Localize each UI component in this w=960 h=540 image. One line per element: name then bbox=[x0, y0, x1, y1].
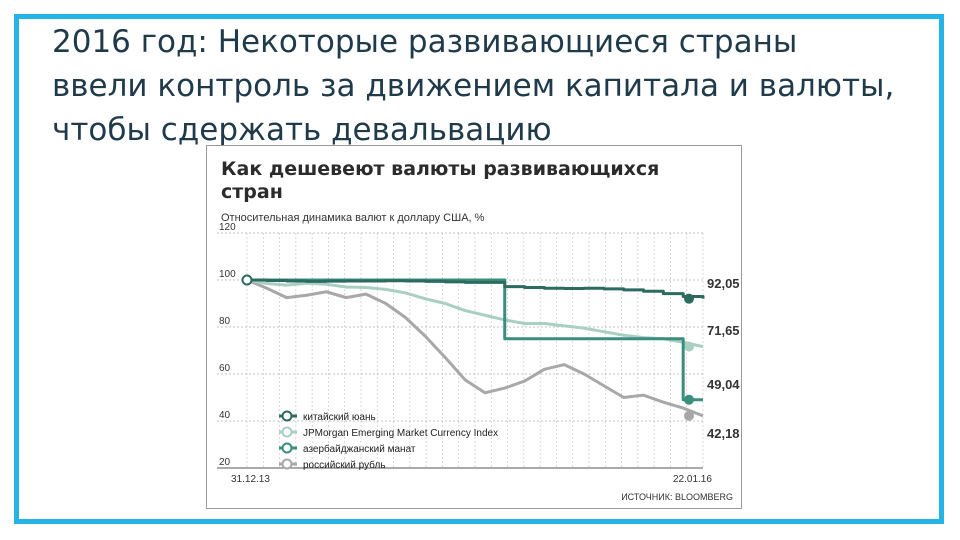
legend-swatch-marker bbox=[281, 458, 293, 470]
y-tick-label: 80 bbox=[219, 316, 231, 327]
heading-line: чтобы сдержать девальвацию bbox=[52, 112, 552, 148]
y-tick-label: 20 bbox=[219, 457, 231, 468]
legend-swatch-marker bbox=[281, 410, 293, 422]
x-tick-label: 22.01.16 bbox=[673, 474, 712, 485]
y-tick-label: 40 bbox=[219, 410, 231, 421]
series-line-1 bbox=[246, 278, 704, 349]
heading-line: ввели контроль за движением капитала и в… bbox=[52, 68, 895, 104]
y-tick-label: 60 bbox=[219, 363, 231, 374]
series-end-label: 92,05 bbox=[707, 276, 740, 291]
legend-swatch-marker bbox=[281, 442, 293, 454]
y-tick-label: 100 bbox=[219, 269, 236, 280]
y-tick-label: 120 bbox=[219, 222, 236, 233]
chart-figure: Как дешевеют валюты развивающихся стран … bbox=[206, 145, 742, 509]
slide-heading: 2016 год: Некоторые развивающиеся страны… bbox=[52, 20, 932, 152]
chart-title: Как дешевеют валюты развивающихся стран bbox=[221, 158, 660, 203]
series-end-marker bbox=[684, 394, 694, 405]
legend-label: китайский юань bbox=[303, 412, 376, 423]
legend-swatch-marker bbox=[281, 426, 293, 438]
heading-line: 2016 год: Некоторые развивающиеся страны bbox=[52, 24, 798, 60]
series-end-marker bbox=[684, 293, 694, 304]
series-end-marker bbox=[684, 410, 694, 421]
series-end-label: 49,04 bbox=[707, 377, 740, 392]
series-line-0 bbox=[247, 278, 705, 299]
legend-label: российский рубль bbox=[303, 459, 386, 471]
chart-source: ИСТОЧНИК: BLOOMBERG bbox=[621, 492, 733, 502]
legend-label: азербайджанский манат bbox=[303, 443, 416, 455]
legend-label: JPMorgan Emerging Market Currency Index bbox=[303, 428, 498, 439]
start-marker bbox=[241, 274, 253, 286]
series-line-3 bbox=[246, 278, 704, 418]
series-end-label: 71,65 bbox=[707, 323, 740, 338]
series-end-label: 42,18 bbox=[707, 426, 740, 441]
chart-subtitle: Относительная динамика валют к доллару С… bbox=[221, 212, 485, 224]
x-tick-label: 31.12.13 bbox=[231, 474, 270, 485]
series-end-marker bbox=[684, 341, 694, 352]
